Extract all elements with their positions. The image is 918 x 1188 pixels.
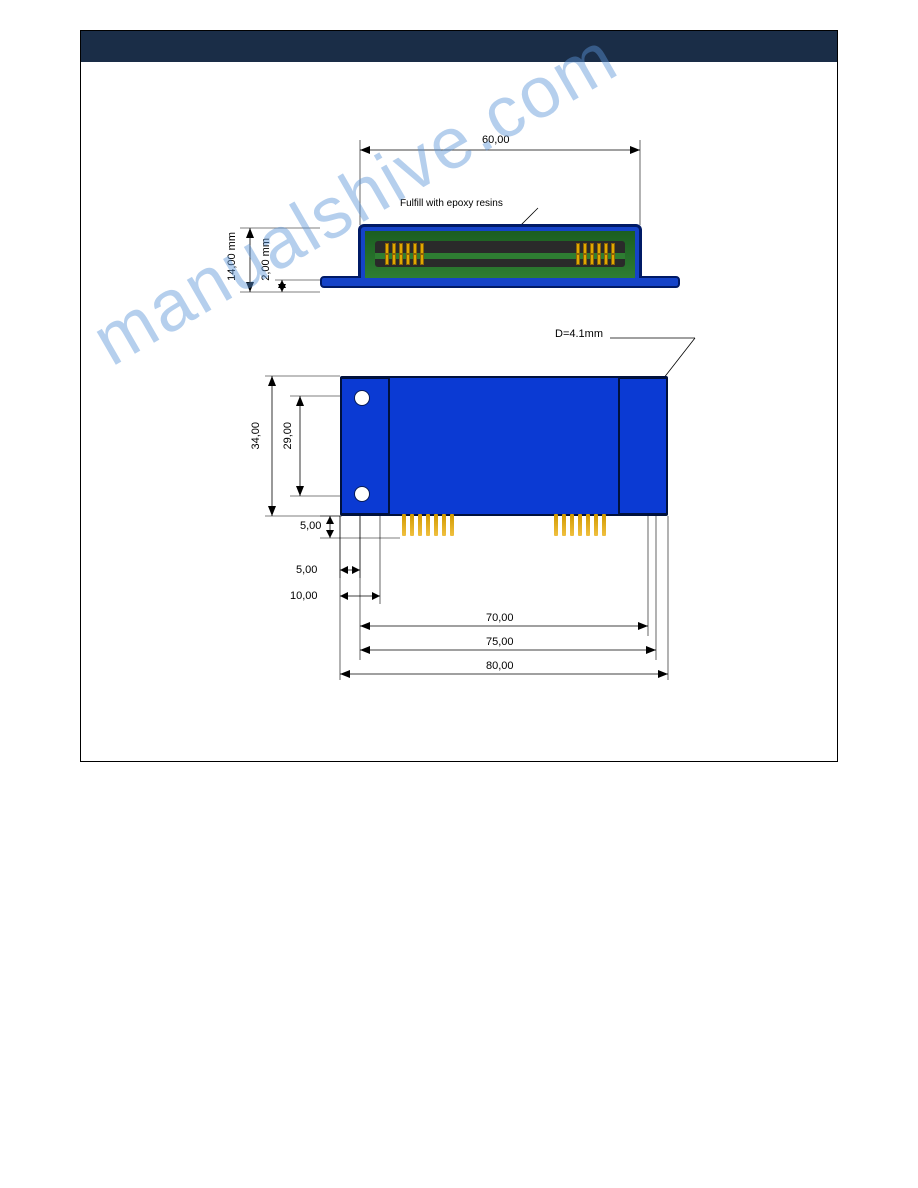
- mounting-hole-tl: [354, 390, 370, 406]
- side-view-dimlines: [220, 120, 720, 320]
- dim-70: 70,00: [486, 612, 514, 624]
- dim-v5: 5,00: [300, 520, 321, 532]
- dim-29: 29,00: [282, 422, 294, 450]
- module-body-section: [358, 224, 642, 278]
- dim-14: 14,00 mm: [226, 232, 238, 281]
- dim-34: 34,00: [250, 422, 262, 450]
- front-view: D=4.1mm 34,00 29,00 5,00 5,00 10,00 70,0…: [260, 360, 780, 700]
- epoxy-note: Fulfill with epoxy resins: [400, 198, 503, 209]
- pin-header-right: [576, 243, 615, 265]
- mounting-hole-tr: [638, 390, 654, 406]
- side-figure: [320, 228, 680, 288]
- dim-h5: 5,00: [296, 564, 317, 576]
- pin-row-left: [402, 514, 454, 536]
- pin-header-left: [385, 243, 424, 265]
- side-view: 60,00 14,00 mm 2,00 mm Fulfill with epox…: [220, 120, 720, 320]
- mounting-hole-bl: [354, 486, 370, 502]
- module-front-body: [340, 376, 668, 516]
- dim-80: 80,00: [486, 660, 514, 672]
- dim-h10: 10,00: [290, 590, 318, 602]
- dim-75: 75,00: [486, 636, 514, 648]
- dim-hole-dia: D=4.1mm: [555, 328, 603, 340]
- dim-60: 60,00: [482, 134, 510, 146]
- mounting-hole-br: [638, 486, 654, 502]
- dim-2: 2,00 mm: [260, 238, 272, 281]
- pin-row-right: [554, 514, 606, 536]
